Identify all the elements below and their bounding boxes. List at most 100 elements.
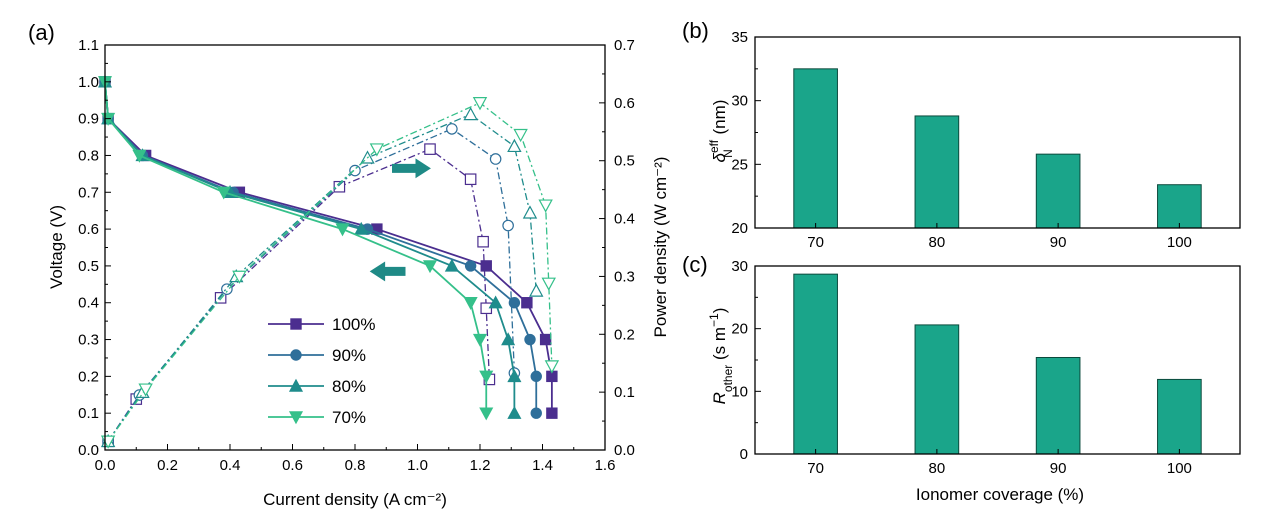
bar-70 xyxy=(793,68,838,229)
panel-c-label: (c) xyxy=(682,252,708,277)
y-tick-label: 20 xyxy=(731,220,748,237)
power-point-70 xyxy=(369,143,385,157)
power-point-70 xyxy=(472,97,488,111)
a-y2-tick-label: 0.2 xyxy=(614,326,635,343)
a-y-tick-label: 0.7 xyxy=(78,184,99,201)
legend-label: 100% xyxy=(332,315,375,334)
x-tick-label: 100 xyxy=(1167,234,1192,251)
y-tick-label: 35 xyxy=(731,29,748,46)
a-y-axis-title: Voltage (V) xyxy=(47,205,66,289)
a-x-tick-label: 1.2 xyxy=(470,457,491,474)
y-tick-label: 30 xyxy=(731,258,748,275)
a-y-tick-label: 0.1 xyxy=(78,405,99,422)
a-y-tick-label: 0.0 xyxy=(78,442,99,459)
b-y-axis-title: δeffN (nm) xyxy=(707,100,735,163)
a-y-tick-label: 0.5 xyxy=(78,258,99,275)
power-line-80 xyxy=(107,113,537,442)
bar-80 xyxy=(914,324,960,455)
a-y2-tick-label: 0.0 xyxy=(614,442,635,459)
power-point-90 xyxy=(502,219,514,232)
legend-marker xyxy=(290,318,302,330)
y-tick-label: 30 xyxy=(731,93,748,110)
power-point-70 xyxy=(538,199,553,213)
a-y2-tick-label: 0.3 xyxy=(614,268,635,285)
annotation-arrow-left xyxy=(369,261,406,282)
y-tick-label: 25 xyxy=(731,156,748,173)
voltage-point-80 xyxy=(488,295,503,309)
a-y-tick-label: 0.8 xyxy=(78,147,99,164)
power-point-70 xyxy=(541,277,556,291)
power-point-100 xyxy=(333,180,346,193)
annotation-arrow-right xyxy=(392,158,431,179)
a-y2-tick-label: 0.4 xyxy=(614,211,635,228)
b-bars-group xyxy=(793,68,1202,229)
power-line-100 xyxy=(107,148,491,442)
voltage-point-90 xyxy=(524,333,536,346)
x-tick-label: 80 xyxy=(929,234,946,251)
x-tick-label: 70 xyxy=(807,460,824,477)
a-x-tick-label: 1.0 xyxy=(407,457,428,474)
legend-label: 90% xyxy=(332,346,366,365)
panel-b-label: (b) xyxy=(682,18,709,43)
y-tick-label: 20 xyxy=(731,321,748,338)
a-annotation-arrows xyxy=(369,158,431,282)
voltage-point-70 xyxy=(479,407,494,421)
y-tick-label: 0 xyxy=(740,446,748,463)
voltage-point-80 xyxy=(444,258,459,272)
voltage-line-100 xyxy=(104,81,553,414)
y-tick-label: 10 xyxy=(731,383,748,400)
bar-70 xyxy=(793,273,838,455)
a-x-tick-label: 0.0 xyxy=(95,457,116,474)
bar-80 xyxy=(914,115,960,229)
a-y-tick-label: 1.1 xyxy=(78,37,99,54)
legend-marker xyxy=(290,349,302,361)
power-point-80 xyxy=(529,283,544,297)
voltage-point-90 xyxy=(508,297,521,309)
voltage-point-80 xyxy=(354,221,369,235)
a-x-tick-label: 0.2 xyxy=(157,457,178,474)
a-x-axis-title: Current density (A cm⁻²) xyxy=(263,490,447,509)
power-point-70 xyxy=(232,270,247,284)
power-point-90 xyxy=(221,283,233,295)
power-point-80 xyxy=(522,205,538,219)
a-x-tick-label: 1.4 xyxy=(532,457,553,474)
voltage-point-100 xyxy=(539,333,552,346)
a-x-tick-label: 1.6 xyxy=(595,457,616,474)
a-x-tick-label: 0.8 xyxy=(345,457,366,474)
bar-100 xyxy=(1157,184,1202,229)
voltage-point-80 xyxy=(501,332,516,346)
voltage-point-70 xyxy=(463,297,478,310)
panel-a-label: (a) xyxy=(28,20,55,45)
a-y-tick-label: 0.3 xyxy=(78,332,99,349)
a-y2-axis-title: Power density (W cm⁻²) xyxy=(651,157,670,338)
power-point-100 xyxy=(464,173,477,186)
a-axes-group: 0.0 0.2 0.4 0.6 0.8 1.0 1.2 1.4 1.60.00.10.20.30… xyxy=(78,37,635,474)
c-bars-group xyxy=(793,273,1202,455)
voltage-point-70 xyxy=(132,149,147,163)
a-x-tick-label: 0.4 xyxy=(220,457,241,474)
voltage-point-70 xyxy=(216,186,231,200)
a-y-tick-label: 0.6 xyxy=(78,221,99,238)
voltage-point-80 xyxy=(507,369,522,383)
a-y2-tick-label: 0.7 xyxy=(614,37,635,54)
legend-marker xyxy=(288,411,304,425)
power-point-100 xyxy=(424,143,436,155)
voltage-point-100 xyxy=(480,260,492,272)
c-axes-group: 70 80 90 100 0 10 20 30 xyxy=(731,258,1241,477)
panel-a-iv-curve: (a) 0.0 0.2 0.4 0.6 0.8 1.0 1.2 1.4 1.60.00.10.2… xyxy=(28,20,670,509)
power-point-70 xyxy=(138,383,153,397)
bar-90 xyxy=(1035,153,1081,229)
voltage-point-70 xyxy=(335,223,350,237)
panel-c-bar-chart: (c) 70 80 90 100 0 10 20 30 Rother (s m−1) Iono… xyxy=(682,252,1241,504)
x-tick-label: 70 xyxy=(807,234,824,251)
x-tick-label: 90 xyxy=(1050,234,1067,251)
power-point-90 xyxy=(349,164,361,177)
a-y2-tick-label: 0.6 xyxy=(614,95,635,112)
power-point-70 xyxy=(544,360,560,374)
a-y-tick-label: 1.0 xyxy=(78,74,99,91)
voltage-point-90 xyxy=(530,370,542,383)
voltage-point-80 xyxy=(507,405,522,419)
voltage-point-100 xyxy=(521,297,533,309)
a-y-tick-label: 0.2 xyxy=(78,368,99,385)
x-tick-label: 90 xyxy=(1050,460,1067,477)
